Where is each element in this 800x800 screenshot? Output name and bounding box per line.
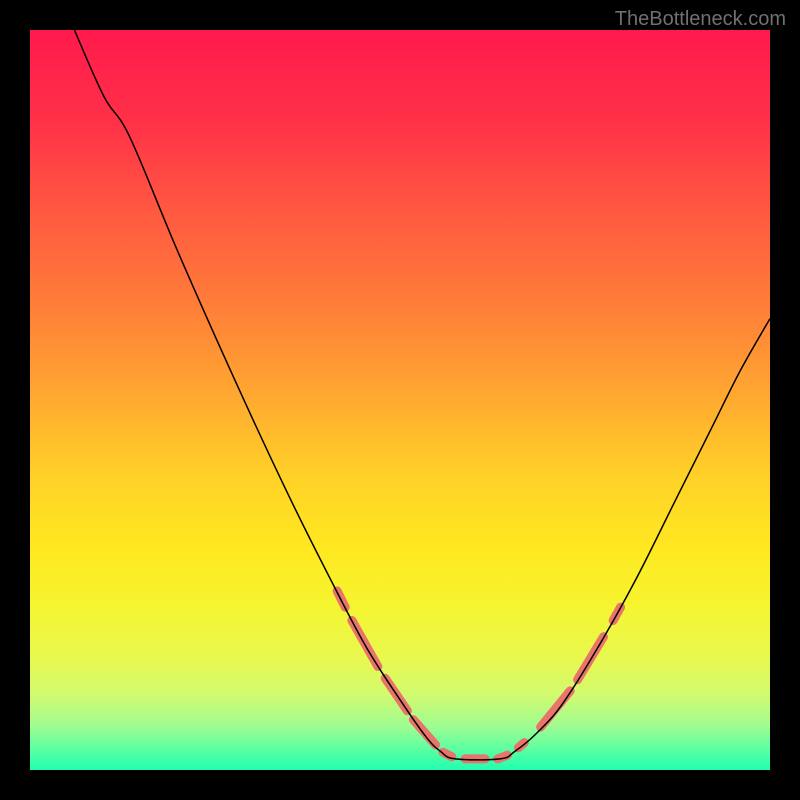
bottleneck-curve xyxy=(30,30,770,770)
watermark-text: TheBottleneck.com xyxy=(615,8,786,31)
plot-area xyxy=(30,30,770,770)
